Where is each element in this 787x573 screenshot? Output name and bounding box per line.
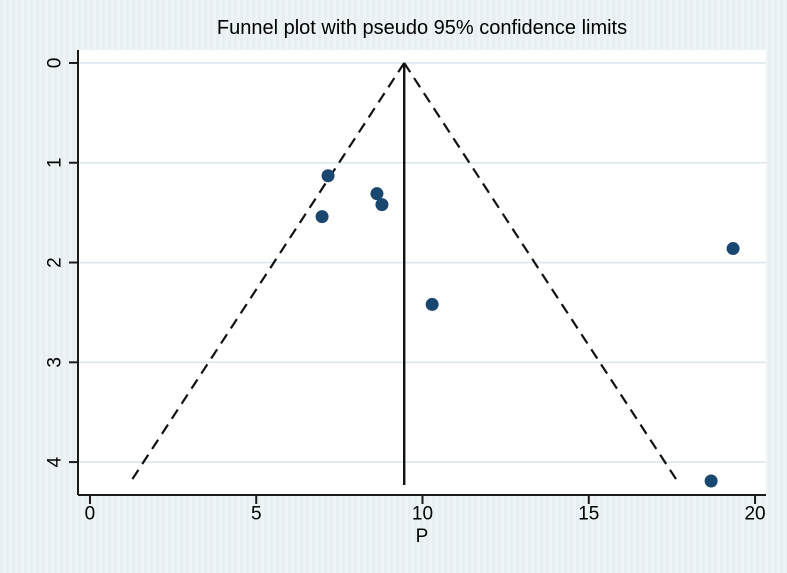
study-marker [375,198,389,212]
study-marker [321,169,335,183]
y-tick-label: 1 [45,157,66,168]
x-axis-title: P [415,526,429,547]
y-tick-label: 0 [45,58,66,69]
y-tick-label: 3 [45,357,66,368]
study-marker [370,187,384,201]
plot-area [78,50,766,495]
x-tick-label: 20 [744,504,765,525]
x-tick-label: 5 [251,504,262,525]
study-marker [704,474,718,488]
x-tick-label: 10 [412,504,433,525]
x-tick-label: 0 [85,504,96,525]
funnel-upper-ci-line [403,62,680,484]
y-tick-label: 4 [45,456,66,467]
x-tick-label: 15 [578,504,599,525]
chart-title: Funnel plot with pseudo 95% confidence l… [216,17,628,39]
study-marker [726,242,740,256]
study-marker [315,210,329,224]
funnel-lower-ci-line [128,62,406,484]
y-tick-label: 2 [45,257,66,268]
study-marker [425,297,439,311]
